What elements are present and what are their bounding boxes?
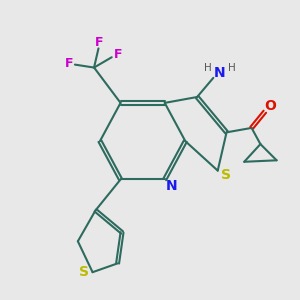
Text: S: S — [221, 168, 231, 182]
Text: N: N — [214, 66, 226, 80]
Text: S: S — [79, 265, 89, 279]
Text: O: O — [264, 99, 276, 113]
Text: F: F — [114, 48, 122, 61]
Text: N: N — [165, 179, 177, 193]
Text: H: H — [228, 63, 236, 74]
Text: H: H — [204, 63, 212, 74]
Text: F: F — [65, 57, 73, 70]
Text: F: F — [95, 36, 103, 49]
